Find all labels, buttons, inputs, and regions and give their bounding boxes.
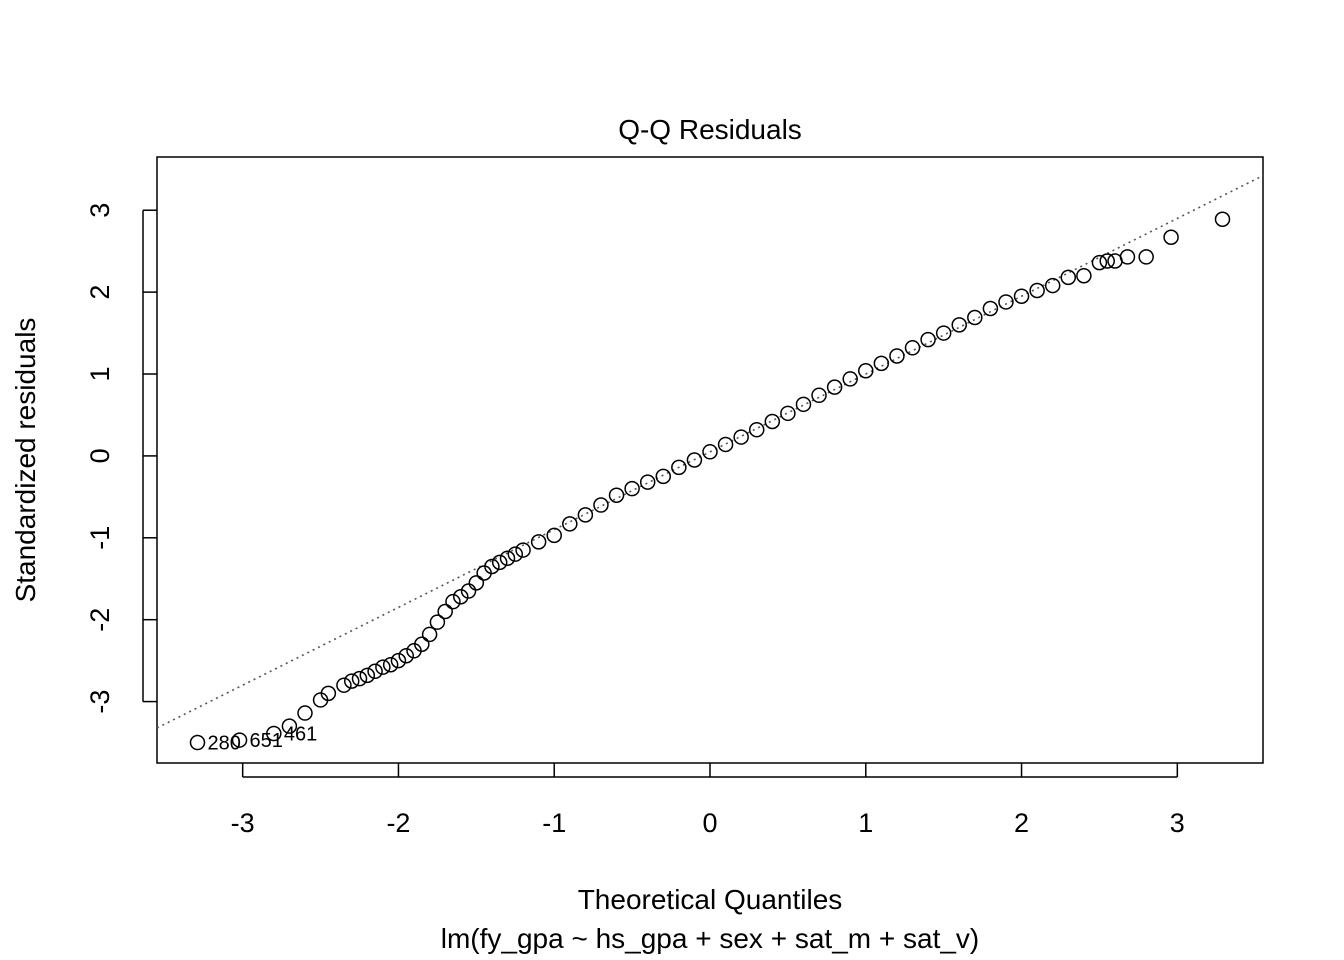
data-point: [577, 507, 594, 523]
data-point: [320, 685, 337, 702]
data-point: [281, 718, 298, 734]
data-point: [1013, 288, 1030, 304]
plot-frame: [156, 156, 1264, 764]
data-point: [530, 534, 547, 550]
data-point: [1214, 211, 1231, 227]
data-point: [390, 652, 407, 669]
data-point: [858, 362, 874, 379]
data-point: [951, 317, 967, 333]
data-point: [1029, 282, 1045, 299]
data-point: [982, 300, 999, 317]
data-point: [639, 474, 656, 490]
data-point: [515, 542, 531, 558]
data-point: [421, 626, 438, 643]
point-label: 280: [208, 733, 241, 755]
data-point: [920, 331, 936, 348]
data-point: [382, 656, 399, 673]
data-point: [231, 732, 248, 748]
reference-line: [156, 174, 1264, 729]
point-label: 651: [250, 730, 283, 752]
point-labels: 280 651 461: [208, 724, 318, 755]
data-point: [367, 663, 383, 680]
data-point: [1099, 253, 1115, 269]
y-tick-label: 2: [85, 285, 115, 300]
data-point: [811, 387, 827, 404]
data-point: [1076, 267, 1092, 284]
x-tick-label: -3: [231, 808, 255, 838]
data-points: [189, 211, 1231, 751]
y-tick-label: -1: [85, 526, 115, 550]
x-tick-label: 0: [702, 808, 717, 838]
data-point: [1044, 277, 1061, 294]
y-tick-label: 1: [85, 366, 115, 381]
data-point: [266, 725, 282, 742]
data-point: [343, 673, 360, 689]
data-point: [460, 583, 477, 599]
data-point: [507, 546, 524, 562]
y-axis-title: Standardized residuals: [10, 318, 41, 603]
data-point: [351, 670, 368, 687]
data-point: [702, 444, 718, 460]
y-axis: -3 -2 -1 0 1 2 3: [85, 203, 157, 714]
data-point: [904, 340, 921, 356]
data-point: [655, 468, 672, 485]
data-point: [1163, 229, 1179, 246]
point-label: 461: [284, 724, 317, 746]
data-point: [189, 734, 206, 751]
data-point: [359, 667, 376, 684]
data-point: [608, 487, 625, 503]
data-point: [297, 705, 313, 721]
chart-subtitle: lm(fy_gpa ~ hs_gpa + sex + sat_m + sat_v…: [441, 923, 980, 954]
data-point: [414, 636, 430, 653]
data-point: [795, 396, 812, 413]
data-point: [375, 659, 391, 675]
x-tick-label: -2: [386, 808, 410, 838]
data-point: [717, 436, 734, 453]
y-tick-label: 0: [85, 448, 115, 463]
data-point: [624, 480, 640, 497]
data-point: [967, 309, 983, 326]
data-point: [468, 575, 485, 591]
data-point: [826, 379, 843, 395]
x-axis: -3 -2 -1 0 1 2 3: [231, 763, 1185, 838]
data-point: [336, 677, 352, 693]
data-point: [484, 558, 500, 575]
x-tick-label: -1: [542, 808, 566, 838]
data-point: [842, 371, 858, 387]
data-point: [998, 294, 1014, 310]
x-tick-label: 2: [1014, 808, 1029, 838]
data-point: [1060, 269, 1077, 286]
reference-line-group: [156, 174, 1264, 729]
data-point: [686, 452, 703, 468]
data-point: [733, 429, 749, 445]
data-point: [429, 614, 446, 630]
data-point: [1119, 249, 1136, 265]
data-point: [593, 497, 609, 513]
data-point: [499, 550, 516, 567]
data-point: [873, 355, 890, 372]
data-point: [1091, 254, 1108, 271]
x-tick-label: 3: [1170, 808, 1185, 838]
data-point: [935, 325, 952, 341]
data-point: [1138, 249, 1154, 265]
data-point: [546, 527, 562, 544]
data-point: [889, 348, 905, 364]
data-point: [437, 603, 453, 620]
x-axis-title: Theoretical Quantiles: [578, 884, 843, 915]
data-point: [764, 413, 781, 430]
data-point: [748, 421, 765, 438]
x-tick-label: 1: [858, 808, 873, 838]
data-point: [491, 554, 508, 571]
data-point: [398, 647, 414, 664]
y-tick-label: -3: [85, 690, 115, 714]
y-tick-label: 3: [85, 203, 115, 218]
data-point: [453, 589, 469, 605]
data-point: [445, 593, 461, 610]
y-tick-label: -2: [85, 608, 115, 632]
data-point: [562, 516, 578, 532]
data-point: [780, 405, 796, 422]
chart-title: Q-Q Residuals: [618, 114, 802, 145]
data-point: [671, 459, 687, 476]
